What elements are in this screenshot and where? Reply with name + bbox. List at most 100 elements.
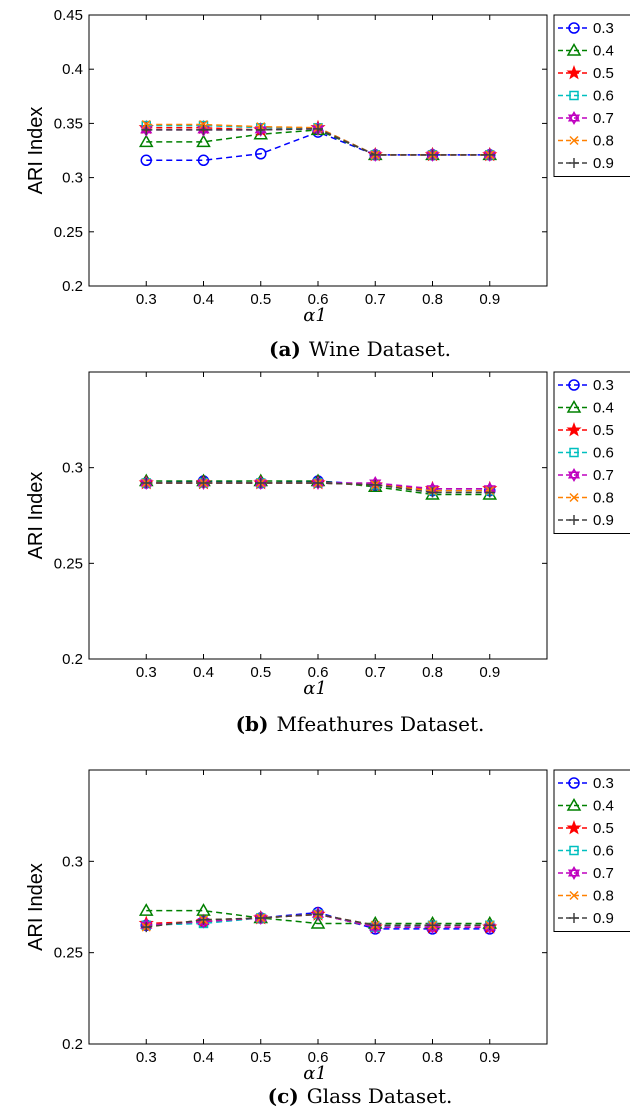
data-point xyxy=(370,920,381,931)
x-tick-label: 0.4 xyxy=(193,1049,214,1066)
legend-label: 0.6 xyxy=(593,88,614,105)
data-point xyxy=(427,149,438,160)
x-tick-label: 0.3 xyxy=(136,291,157,308)
y-tick-label: 0.35 xyxy=(54,115,83,132)
legend-label: 0.7 xyxy=(593,110,614,127)
caption-label: (b) xyxy=(236,712,269,736)
caption-text: Wine Dataset. xyxy=(309,337,451,361)
data-point xyxy=(141,124,152,135)
legend-marker xyxy=(566,797,582,811)
legend-marker xyxy=(566,820,582,835)
y-axis-label: ARI Index xyxy=(25,472,47,560)
x-tick-label: 0.7 xyxy=(365,1049,386,1066)
data-point xyxy=(255,477,266,488)
data-point xyxy=(141,119,151,130)
legend-box xyxy=(553,14,630,177)
legend-label: 0.4 xyxy=(593,43,614,60)
legend-marker xyxy=(567,111,581,125)
legend-label: 0.8 xyxy=(593,490,614,507)
y-tick-label: 0.25 xyxy=(54,224,83,241)
legend-label: 0.5 xyxy=(593,820,614,837)
legend: 0.3 0.4 0.5 0.6 0.7 0.8 0.9 xyxy=(553,14,630,177)
figure-caption: (c) Glass Dataset. xyxy=(268,1084,453,1108)
series-line xyxy=(146,909,490,925)
legend-marker xyxy=(569,447,579,458)
legend-label: 0.9 xyxy=(593,910,614,927)
y-tick-label: 0.3 xyxy=(62,170,83,187)
plot-area xyxy=(88,371,548,660)
x-tick-label: 0.3 xyxy=(136,1049,157,1066)
legend-label: 0.4 xyxy=(593,798,614,815)
legend-marker xyxy=(567,866,581,880)
y-tick-label: 0.4 xyxy=(62,61,83,78)
data-point xyxy=(255,124,266,135)
legend-box xyxy=(553,371,630,534)
data-point xyxy=(255,912,266,923)
data-point xyxy=(255,148,267,160)
x-tick-label: 0.6 xyxy=(308,291,329,308)
data-point xyxy=(313,123,323,134)
caption-label: (a) xyxy=(269,337,301,361)
x-tick-label: 0.9 xyxy=(479,1049,500,1066)
legend-marker xyxy=(569,890,579,901)
legend-marker xyxy=(568,379,580,391)
data-point xyxy=(313,909,323,920)
data-point xyxy=(370,149,381,160)
y-axis-label: ARI Index xyxy=(25,107,47,195)
chart-panel: 0.2 0.25 0.3 0.3 0.4 0.5 0.6 0.7 0.8 0.9 ARI Index… xyxy=(25,371,630,736)
legend-marker xyxy=(569,158,579,168)
legend-marker xyxy=(569,913,579,923)
data-point xyxy=(484,487,495,498)
y-tick-label: 0.3 xyxy=(62,460,83,477)
y-tick-label: 0.3 xyxy=(62,853,83,870)
x-tick-label: 0.9 xyxy=(479,291,500,308)
data-point xyxy=(138,134,154,148)
plot-area xyxy=(88,14,548,287)
x-tick-label: 0.7 xyxy=(365,664,386,681)
legend-marker xyxy=(569,492,579,503)
data-point xyxy=(310,915,326,929)
y-tick-label: 0.2 xyxy=(62,651,83,668)
legend-label: 0.5 xyxy=(593,422,614,439)
x-tick-label: 0.8 xyxy=(422,1049,443,1066)
x-tick-label: 0.8 xyxy=(422,664,443,681)
x-tick-label: 0.7 xyxy=(365,291,386,308)
y-tick-label: 0.2 xyxy=(62,278,83,295)
legend-label: 0.3 xyxy=(593,377,614,394)
legend-marker xyxy=(569,845,579,856)
y-tick-label: 0.45 xyxy=(54,7,83,24)
legend-marker xyxy=(566,422,582,437)
data-point xyxy=(198,124,209,135)
data-point xyxy=(141,922,152,933)
x-axis-label: α1 xyxy=(303,305,327,326)
legend: 0.3 0.4 0.5 0.6 0.7 0.8 0.9 xyxy=(553,769,630,932)
x-tick-label: 0.9 xyxy=(479,664,500,681)
data-point xyxy=(484,149,495,160)
y-tick-label: 0.25 xyxy=(54,555,83,572)
legend-marker xyxy=(566,42,582,56)
data-point xyxy=(196,134,211,148)
x-tick-label: 0.4 xyxy=(193,664,214,681)
data-point xyxy=(198,119,209,130)
x-axis-label: α1 xyxy=(303,1063,327,1084)
legend-marker xyxy=(568,777,580,789)
y-tick-label: 0.2 xyxy=(62,1036,83,1053)
x-axis-label: α1 xyxy=(303,678,327,699)
legend-marker xyxy=(569,515,579,525)
y-axis-label: ARI Index xyxy=(25,863,47,951)
data-point xyxy=(140,154,152,167)
data-point xyxy=(484,920,495,931)
legend-label: 0.9 xyxy=(593,155,614,172)
data-point xyxy=(198,914,209,925)
data-point xyxy=(138,903,154,916)
x-tick-label: 0.6 xyxy=(308,664,329,681)
legend-label: 0.6 xyxy=(593,843,614,860)
data-point xyxy=(141,477,152,488)
legend-label: 0.5 xyxy=(593,65,614,82)
data-point xyxy=(197,154,210,167)
x-tick-label: 0.4 xyxy=(193,291,214,308)
x-tick-label: 0.5 xyxy=(250,1049,271,1066)
legend-label: 0.8 xyxy=(593,133,614,150)
data-point xyxy=(313,477,323,488)
